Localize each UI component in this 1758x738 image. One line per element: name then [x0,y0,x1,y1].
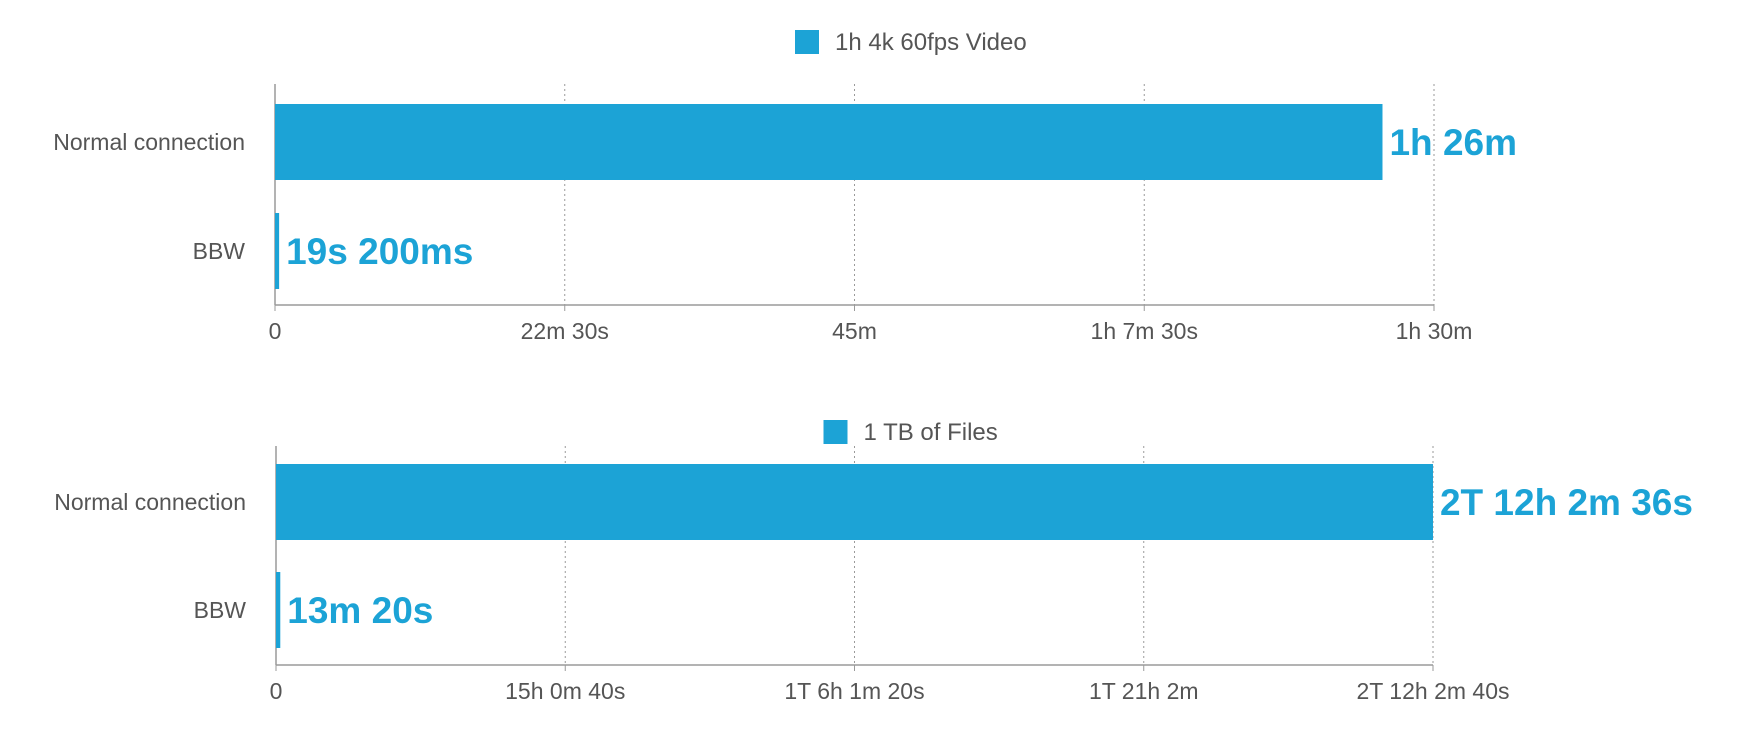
legend-label: 1h 4k 60fps Video [835,29,1027,56]
bar [275,213,280,289]
video-transfer-chart: 1h 4k 60fps Video 0 22m 30s 45m 1h 7m 30s 1h … [53,29,1517,344]
x-tick-label: 0 [270,678,283,704]
legend-swatch [823,420,848,444]
x-tick-label: 1h 7m 30s [1091,318,1198,344]
category-label: Normal connection [53,129,245,155]
value-label: 19s 200ms [286,231,473,272]
legend-swatch [795,30,819,54]
x-tick-label: 15h 0m 40s [505,678,625,704]
category-label: BBW [194,597,247,623]
x-tick-label: 0 [269,318,282,344]
x-tick-label: 2T 12h 2m 40s [1356,678,1509,704]
x-tick-label: 1T 6h 1m 20s [784,678,924,704]
x-tick-label: 22m 30s [521,318,609,344]
bar [276,464,1433,540]
value-label: 2T 12h 2m 36s [1440,482,1693,523]
bar [275,104,1383,180]
bar [276,572,281,648]
category-label: BBW [193,238,246,264]
category-label: Normal connection [54,489,246,515]
x-tick-label: 1T 21h 2m [1089,678,1199,704]
value-label: 1h 26m [1389,122,1517,163]
legend-label: 1 TB of Files [864,419,998,446]
x-tick-label: 1h 30m [1396,318,1473,344]
files-transfer-chart: 1 TB of Files 0 15h 0m 40s 1T 6h 1m 20s 1T 2… [54,419,1693,704]
value-label: 13m 20s [287,590,433,631]
x-tick-label: 45m [832,318,877,344]
